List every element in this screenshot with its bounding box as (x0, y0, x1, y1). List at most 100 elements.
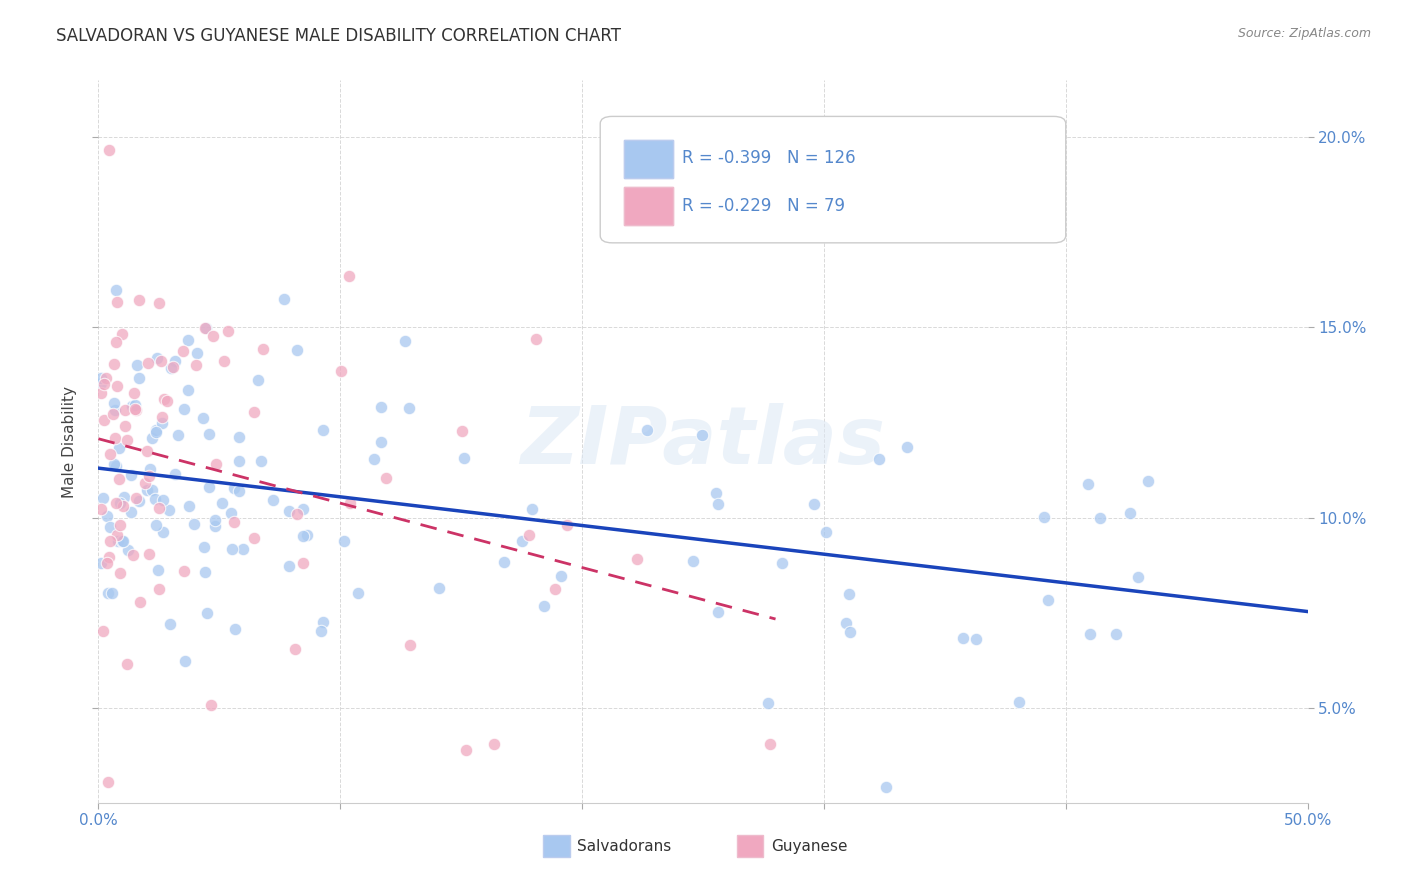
Point (148, 501, 170, 516)
Text: R = -0.399   N = 126: R = -0.399 N = 126 (682, 149, 856, 167)
Point (228, 454, 250, 468)
Point (127, 358, 149, 372)
Point (295, 528, 318, 542)
Point (284, 642, 307, 657)
Point (204, 518, 226, 533)
Point (152, 525, 174, 540)
Point (145, 423, 167, 437)
Point (148, 296, 170, 310)
Point (139, 462, 162, 476)
Point (121, 399, 143, 413)
Point (101, 586, 124, 600)
Point (394, 334, 416, 348)
Point (93, 376, 115, 391)
Point (398, 401, 420, 415)
Point (159, 360, 181, 375)
Point (90, 556, 112, 570)
Point (96, 509, 118, 524)
Point (148, 582, 170, 596)
Point (524, 332, 547, 346)
Point (90, 376, 112, 390)
Point (150, 416, 173, 430)
Point (145, 425, 167, 439)
Point (312, 615, 335, 629)
Point (115, 657, 138, 672)
Point (875, 780, 897, 794)
Point (172, 344, 194, 359)
Point (194, 566, 217, 580)
Point (759, 737, 782, 751)
Point (177, 384, 200, 398)
Point (108, 566, 131, 580)
Text: Source: ZipAtlas.com: Source: ZipAtlas.com (1237, 27, 1371, 40)
Point (125, 403, 148, 417)
Point (114, 419, 136, 434)
Point (105, 294, 128, 309)
Point (1032, 509, 1054, 524)
Point (222, 515, 245, 529)
Point (105, 379, 128, 393)
FancyBboxPatch shape (543, 835, 569, 857)
Point (105, 283, 128, 297)
Point (115, 433, 138, 447)
Point (150, 354, 173, 368)
Point (965, 632, 987, 646)
Point (1136, 474, 1159, 488)
Point (370, 400, 392, 414)
Point (186, 358, 208, 372)
Point (212, 354, 235, 368)
Point (262, 493, 284, 508)
Point (690, 428, 713, 442)
Point (312, 423, 335, 437)
Point (143, 491, 166, 506)
Point (510, 534, 533, 549)
Point (543, 582, 565, 596)
Point (104, 458, 127, 473)
Point (494, 555, 516, 569)
Y-axis label: Male Disability: Male Disability (62, 385, 77, 498)
Point (90, 501, 112, 516)
Text: R = -0.229   N = 79: R = -0.229 N = 79 (682, 197, 845, 215)
Point (93, 413, 115, 427)
Point (204, 458, 226, 472)
Point (128, 493, 150, 508)
Point (125, 491, 148, 505)
Point (153, 392, 176, 407)
Point (104, 402, 127, 417)
Point (159, 617, 181, 632)
Point (1090, 511, 1112, 525)
Point (191, 410, 214, 425)
Point (838, 587, 860, 601)
Point (111, 533, 134, 548)
Point (177, 500, 200, 514)
Point (533, 599, 555, 613)
Point (193, 541, 215, 555)
Point (135, 444, 157, 458)
Point (1078, 627, 1101, 641)
Point (97, 774, 120, 789)
Point (896, 440, 918, 454)
Point (1119, 506, 1142, 520)
Point (108, 496, 131, 510)
Point (555, 518, 578, 533)
Point (814, 524, 837, 539)
Point (112, 490, 135, 504)
Point (105, 528, 128, 542)
Point (107, 473, 129, 487)
Point (100, 534, 122, 549)
Point (124, 402, 146, 417)
Point (120, 505, 142, 519)
Point (183, 517, 205, 532)
Point (249, 454, 271, 468)
Text: SALVADORAN VS GUYANESE MALE DISABILITY CORRELATION CHART: SALVADORAN VS GUYANESE MALE DISABILITY C… (56, 27, 621, 45)
Point (98, 447, 121, 461)
Point (1104, 627, 1126, 641)
Point (90, 385, 112, 400)
Point (228, 483, 250, 498)
Point (146, 563, 169, 577)
Point (98, 550, 121, 565)
Point (108, 441, 131, 455)
Point (285, 343, 308, 358)
Point (103, 357, 125, 371)
Point (105, 334, 128, 349)
